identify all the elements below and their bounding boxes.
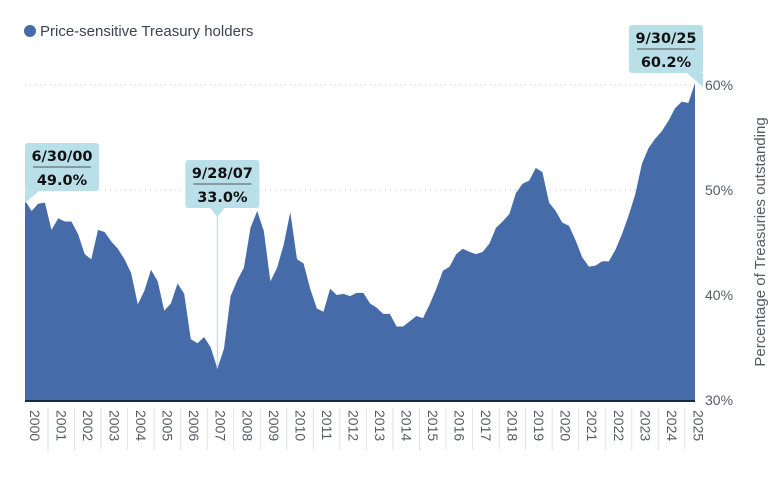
annotation-value: 49.0% xyxy=(37,173,88,189)
y-axis: 30% 40% 50% 60% xyxy=(705,77,733,408)
x-tick-label: 2002 xyxy=(80,410,96,441)
x-tick-label: 2008 xyxy=(239,410,255,441)
x-tick-label: 2005 xyxy=(160,410,176,441)
x-tick-label: 2003 xyxy=(107,410,123,441)
series-area xyxy=(25,82,695,401)
x-tick-label: 2017 xyxy=(478,410,494,441)
legend-label: Price-sensitive Treasury holders xyxy=(40,23,253,40)
x-tick-label: 2019 xyxy=(531,410,547,441)
x-tick-label: 2012 xyxy=(345,410,361,441)
x-tick-label: 2022 xyxy=(611,410,627,441)
x-tick-label: 2010 xyxy=(292,410,308,441)
x-tick-label: 2018 xyxy=(505,410,521,441)
y-tick-label: 60% xyxy=(705,77,733,93)
annotation-value: 60.2% xyxy=(641,55,692,71)
annotation-callout: 9/30/25 60.2% xyxy=(629,25,703,87)
x-tick-label: 2014 xyxy=(398,410,414,441)
legend-swatch xyxy=(24,25,36,37)
annotations: 6/30/00 49.0% 9/28/07 33.0% 9/30/25 60.2% xyxy=(25,25,703,369)
area-layer xyxy=(25,82,695,402)
x-tick-label: 2009 xyxy=(266,410,282,441)
annotation-date: 6/30/00 xyxy=(31,149,92,165)
x-tick-label: 2023 xyxy=(637,410,653,441)
x-tick-label: 2020 xyxy=(558,410,574,441)
x-axis: 2000 2001 2002 2003 2004 2005 2006 2007 2008 2009… xyxy=(27,408,706,450)
y-tick-label: 50% xyxy=(705,182,733,198)
annotation-date: 9/28/07 xyxy=(192,166,253,182)
annotation-pointer xyxy=(210,208,225,217)
y-tick-label: 30% xyxy=(705,392,733,408)
x-tick-label: 2025 xyxy=(690,410,706,441)
x-tick-label: 2006 xyxy=(186,410,202,441)
annotation-value: 33.0% xyxy=(197,190,248,206)
x-tick-label: 2015 xyxy=(425,410,441,441)
x-tick-label: 2004 xyxy=(133,410,149,441)
x-tick-label: 2013 xyxy=(372,410,388,441)
legend: Price-sensitive Treasury holders xyxy=(24,23,253,40)
x-tick-label: 2007 xyxy=(213,410,229,441)
y-tick-label: 40% xyxy=(705,287,733,303)
x-tick-label: 2016 xyxy=(452,410,468,441)
x-tick-label: 2024 xyxy=(664,410,680,441)
annotation-pointer xyxy=(687,73,703,87)
y-axis-title: Percentage of Treasuries outstanding xyxy=(752,117,769,366)
x-tick-label: 2001 xyxy=(54,410,70,441)
x-tick-label: 2011 xyxy=(319,410,335,440)
annotation-date: 9/30/25 xyxy=(635,31,696,47)
gridlines xyxy=(25,84,695,191)
annotation-pointer xyxy=(25,191,39,203)
annotation-callout: 6/30/00 49.0% xyxy=(25,143,99,203)
x-tick-label: 2000 xyxy=(27,410,43,441)
annotation-callout: 9/28/07 33.0% xyxy=(185,160,260,369)
x-tick-label: 2021 xyxy=(584,410,600,441)
